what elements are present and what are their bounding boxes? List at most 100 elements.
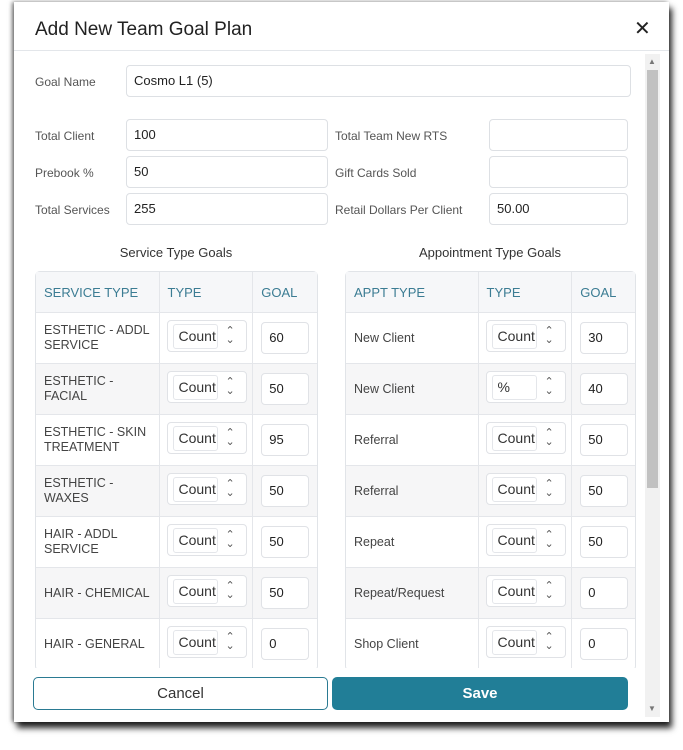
service-goals-title: Service Type Goals [119, 245, 233, 260]
goal-input[interactable]: 50 [580, 424, 629, 456]
chevron-up-down-icon: ⌃ ⌄ [225, 376, 235, 397]
goal-cell: 50 [572, 466, 635, 517]
table-row: HAIR - GENERAL Count ⌃ ⌄ 0 [36, 619, 317, 668]
row-name: ESTHETIC - SKIN TREATMENT [36, 415, 160, 466]
type-select[interactable]: Count ⌃ ⌄ [166, 473, 247, 505]
goal-input[interactable]: 40 [580, 373, 629, 405]
type-cell: Count ⌃ ⌄ [159, 568, 254, 619]
scrollbar-thumb[interactable] [647, 70, 658, 488]
row-name: Shop Client [346, 619, 479, 668]
type-value: Count [491, 528, 537, 553]
total-team-new-rts-input[interactable] [489, 119, 628, 151]
type-value: Count [491, 477, 537, 502]
type-cell: Count ⌃ ⌄ [478, 568, 573, 619]
table-row: Referral Count ⌃ ⌄ 50 [346, 466, 635, 517]
total-team-new-rts-label: Total Team New RTS [335, 129, 448, 143]
chevron-up-down-icon: ⌃ ⌄ [225, 529, 235, 550]
goal-input[interactable]: 30 [580, 322, 629, 354]
goal-cell: 50 [253, 466, 317, 517]
chevron-up-down-icon: ⌃ ⌄ [225, 325, 235, 346]
appt-goals-title: Appointment Type Goals [418, 245, 562, 260]
type-cell: Count ⌃ ⌄ [478, 517, 573, 568]
type-select[interactable]: Count ⌃ ⌄ [166, 320, 247, 352]
type-value: Count [172, 630, 218, 655]
table-row: HAIR - CHEMICAL Count ⌃ ⌄ 50 [36, 568, 317, 619]
goal-input[interactable]: 50 [580, 475, 629, 507]
save-button[interactable]: Save [332, 677, 628, 710]
table-row: ESTHETIC - FACIAL Count ⌃ ⌄ 50 [36, 364, 317, 415]
type-select[interactable]: Count ⌃ ⌄ [166, 422, 247, 454]
goal-input[interactable]: 0 [261, 628, 310, 660]
type-select[interactable]: % ⌃ ⌄ [485, 371, 566, 403]
goal-input[interactable]: 50 [261, 475, 310, 507]
scroll-up-icon[interactable]: ▲ [648, 57, 656, 66]
type-value: Count [172, 375, 218, 400]
type-select[interactable]: Count ⌃ ⌄ [166, 575, 247, 607]
type-cell: Count ⌃ ⌄ [160, 619, 254, 668]
col-appt-type: APPT TYPE [346, 272, 479, 313]
row-name: Repeat/Request [346, 568, 479, 619]
goal-cell: 50 [572, 517, 635, 568]
type-select[interactable]: Count ⌃ ⌄ [166, 524, 247, 556]
type-cell: Count ⌃ ⌄ [478, 466, 573, 517]
goal-input[interactable]: 50 [261, 577, 310, 609]
chevron-up-down-icon: ⌃ ⌄ [225, 631, 235, 652]
type-select[interactable]: Count ⌃ ⌄ [166, 626, 247, 658]
type-select[interactable]: Count ⌃ ⌄ [485, 320, 566, 352]
table-row: ESTHETIC - ADDL SERVICE Count ⌃ ⌄ 60 [36, 313, 317, 364]
row-name: HAIR - CHEMICAL [36, 568, 160, 619]
close-icon[interactable]: ✕ [634, 18, 651, 40]
row-name: HAIR - GENERAL [36, 619, 160, 668]
type-select[interactable]: Count ⌃ ⌄ [485, 626, 566, 658]
chevron-up-down-icon: ⌃ ⌄ [544, 580, 554, 601]
type-value: Count [491, 324, 537, 349]
goal-input[interactable]: 0 [580, 628, 629, 660]
goal-input[interactable]: 60 [261, 322, 310, 354]
goal-input[interactable]: 95 [261, 424, 310, 456]
gift-cards-sold-label: Gift Cards Sold [335, 166, 417, 180]
goal-input[interactable]: 0 [580, 577, 629, 609]
table-row: Repeat Count ⌃ ⌄ 50 [346, 517, 635, 568]
scrollbar[interactable]: ▲ ▼ [645, 54, 660, 717]
type-select[interactable]: Count ⌃ ⌄ [485, 473, 566, 505]
gift-cards-sold-input[interactable] [489, 156, 628, 188]
modal-body: Goal Name Cosmo L1 (5) Total Client 100 … [14, 52, 645, 668]
total-services-input[interactable]: 255 [126, 193, 328, 225]
row-name: Referral [346, 466, 479, 517]
table-row: Referral Count ⌃ ⌄ 50 [346, 415, 635, 466]
cancel-button[interactable]: Cancel [33, 677, 328, 710]
type-select[interactable]: Count ⌃ ⌄ [485, 575, 566, 607]
scroll-down-icon[interactable]: ▼ [648, 704, 656, 713]
table-row: ESTHETIC - WAXES Count ⌃ ⌄ 50 [36, 466, 317, 517]
col-service-type: SERVICE TYPE [36, 272, 160, 313]
goal-input[interactable]: 50 [261, 373, 310, 405]
row-name: ESTHETIC - ADDL SERVICE [36, 313, 160, 364]
chevron-up-down-icon: ⌃ ⌄ [225, 427, 235, 448]
total-client-input[interactable]: 100 [126, 119, 328, 151]
type-select[interactable]: Count ⌃ ⌄ [485, 422, 566, 454]
row-name: New Client [346, 364, 479, 415]
table-row: Repeat/Request Count ⌃ ⌄ 0 [346, 568, 635, 619]
type-select[interactable]: Count ⌃ ⌄ [166, 371, 247, 403]
type-cell: Count ⌃ ⌄ [478, 313, 573, 364]
chevron-up-down-icon: ⌃ ⌄ [225, 478, 235, 499]
prebook-input[interactable]: 50 [126, 156, 328, 188]
type-value: Count [172, 579, 218, 604]
type-select[interactable]: Count ⌃ ⌄ [485, 524, 566, 556]
goal-cell: 50 [253, 364, 317, 415]
retail-dollars-input[interactable]: 50.00 [489, 193, 628, 225]
chevron-up-down-icon: ⌃ ⌄ [225, 580, 235, 601]
goal-cell: 40 [572, 364, 635, 415]
type-value: Count [172, 324, 218, 349]
goal-name-label: Goal Name [35, 75, 96, 89]
total-client-label: Total Client [35, 129, 95, 143]
goal-input[interactable]: 50 [580, 526, 629, 558]
type-cell: Count ⌃ ⌄ [479, 619, 573, 668]
goal-input[interactable]: 50 [261, 526, 310, 558]
goal-cell: 0 [572, 568, 635, 619]
chevron-up-down-icon: ⌃ ⌄ [544, 325, 554, 346]
row-name: ESTHETIC - FACIAL [36, 364, 160, 415]
goal-name-input[interactable]: Cosmo L1 (5) [126, 65, 631, 97]
goal-cell: 50 [253, 517, 317, 568]
type-value: % [491, 375, 537, 400]
